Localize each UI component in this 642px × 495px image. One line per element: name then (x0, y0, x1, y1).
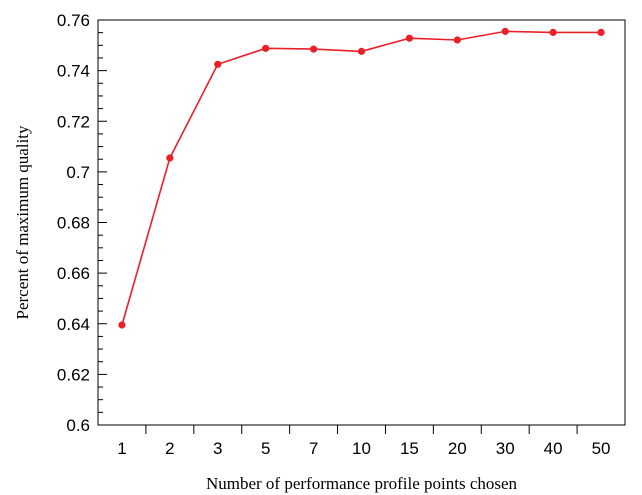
data-point (549, 28, 557, 37)
series-line (121, 30, 602, 326)
x-tick-label: 15 (400, 439, 419, 458)
y-axis-title: Percent of maximum quality (13, 125, 32, 320)
x-tick-label: 7 (309, 439, 318, 458)
series-layer (118, 27, 605, 329)
y-tick-label: 0.74 (57, 62, 90, 81)
x-tick-label: 3 (213, 439, 222, 458)
plot-border (97, 19, 626, 426)
x-tick-label: 20 (448, 439, 467, 458)
x-tick-label: 50 (592, 439, 611, 458)
y-tick-label: 0.76 (57, 11, 90, 30)
y-tick-label: 0.6 (66, 416, 90, 435)
y-tick-label: 0.66 (57, 264, 90, 283)
data-point (453, 36, 461, 44)
y-tick-label: 0.62 (57, 365, 90, 384)
y-tick-label: 0.64 (57, 315, 90, 334)
y-tick-label: 0.68 (57, 214, 90, 233)
data-point (597, 28, 605, 37)
x-tick-label: 10 (352, 439, 371, 458)
y-tick-label: 0.7 (66, 163, 90, 182)
y-axis: 0.6 0.62 0.64 0.66 0.68 0.7 0.72 0.74 0.76 (57, 11, 107, 435)
x-tick-label: 5 (261, 439, 270, 458)
plot-frame (97, 19, 626, 426)
data-point (357, 47, 366, 55)
data-point (214, 60, 222, 68)
x-axis-title: Number of performance profile points cho… (206, 474, 518, 493)
x-tick-label: 30 (496, 439, 515, 458)
data-point (166, 154, 174, 162)
x-axis: 1 2 3 5 7 10 15 20 30 40 50 (117, 425, 611, 458)
data-point (405, 34, 414, 42)
x-tick-label: 1 (117, 439, 126, 458)
y-tick-label: 0.72 (57, 112, 90, 131)
data-point (501, 27, 509, 35)
x-tick-label: 40 (544, 439, 563, 458)
data-point (309, 45, 318, 53)
data-point (262, 44, 270, 52)
data-point (118, 321, 126, 329)
x-tick-label: 2 (165, 439, 174, 458)
